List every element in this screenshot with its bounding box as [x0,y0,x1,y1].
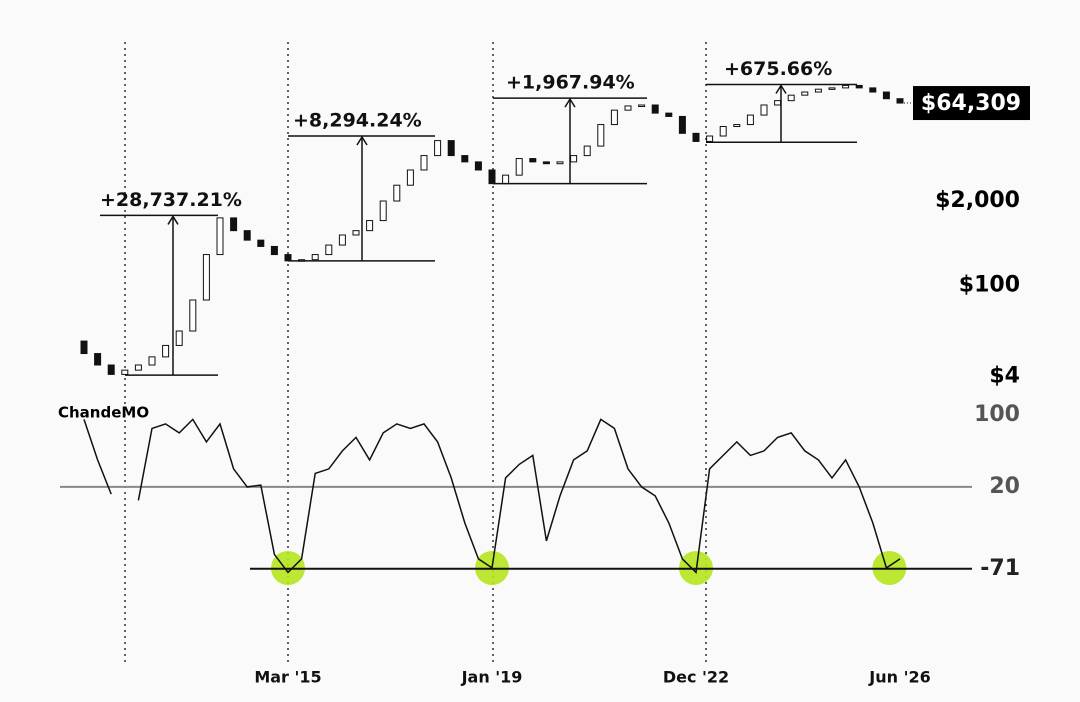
candle-body [583,145,591,157]
x-tick-label: Jan '19 [461,668,523,687]
candle-body [474,161,482,171]
measure-arrowhead [564,97,576,108]
candle-body [148,356,156,366]
candle-body [257,239,265,247]
candle-body [379,200,387,222]
candle-body [311,254,319,261]
y-tick-label: $2,000 [935,188,1020,213]
candle-body [542,161,550,165]
y-tick-label: -71 [980,556,1020,581]
y-tick-label: $4 [989,363,1020,388]
candle-body [189,299,197,332]
y-tick-label: 100 [974,402,1020,427]
candle-body [175,330,183,346]
candle-body [896,98,904,104]
candle-body [107,364,115,375]
candle-body [760,104,768,116]
measure-arrowhead [775,84,787,94]
candle-body [434,140,442,157]
candle-body [461,155,469,163]
x-tick-label: Mar '15 [254,668,321,687]
candle-body [94,353,102,366]
candle-body [610,109,618,126]
x-tick-label: Dec '22 [663,668,729,687]
candle-body [787,94,795,102]
price-tag [913,86,1030,121]
candle-body [570,155,578,163]
candle-body [733,124,741,128]
candle-body [828,87,836,90]
candle-body [338,234,346,246]
y-tick-label: 20 [989,474,1020,499]
candle-body [814,88,822,93]
measure-label: +675.66% [724,58,832,80]
candle-body [420,155,428,171]
candle-body [719,126,727,137]
candle-body [352,230,360,236]
candle-body [869,87,877,93]
candle-body [651,104,659,114]
candle-body [882,91,890,100]
measure-arrowhead [167,215,179,225]
measure-label: +8,294.24% [293,110,422,132]
candle-body [556,161,564,165]
measure-label: +28,737.21% [100,189,242,211]
candle-body [134,364,142,371]
candle-body [842,84,850,89]
measure-label: +1,967.94% [506,72,635,94]
candle-body [447,140,455,157]
candle-body [121,369,129,375]
y-tick-label: $100 [959,273,1020,298]
candle-body [393,184,401,202]
candle-body [406,169,414,186]
price-tag-label: $64,309 [921,91,1021,116]
candle-body [230,217,238,232]
candle-body [270,245,278,256]
candle-body [624,105,632,111]
indicator-line [83,418,901,574]
candle-body [692,132,700,142]
candle-body [774,100,782,106]
candle-body [597,124,605,147]
candle-body [162,344,170,358]
candle-body [284,254,292,262]
candle-body [80,340,88,355]
candle-body [243,230,251,241]
candle-body [202,254,210,301]
measure-arrowhead [356,135,368,146]
x-tick-label: Jun '26 [868,668,930,687]
candle-body [502,174,510,185]
candle-body [678,115,686,134]
candle-body [366,220,374,232]
candle-body [515,158,523,176]
candle-body [665,112,673,117]
candle-body [216,217,224,256]
candle-body [325,244,333,256]
candle-body [529,158,537,163]
candle-body [801,91,809,96]
candle-body [638,104,646,107]
indicator-title: ChandeMO [58,404,149,422]
candle-body [488,169,496,185]
candle-body [746,114,754,126]
candle-body [855,84,863,89]
candle-body [706,135,714,142]
